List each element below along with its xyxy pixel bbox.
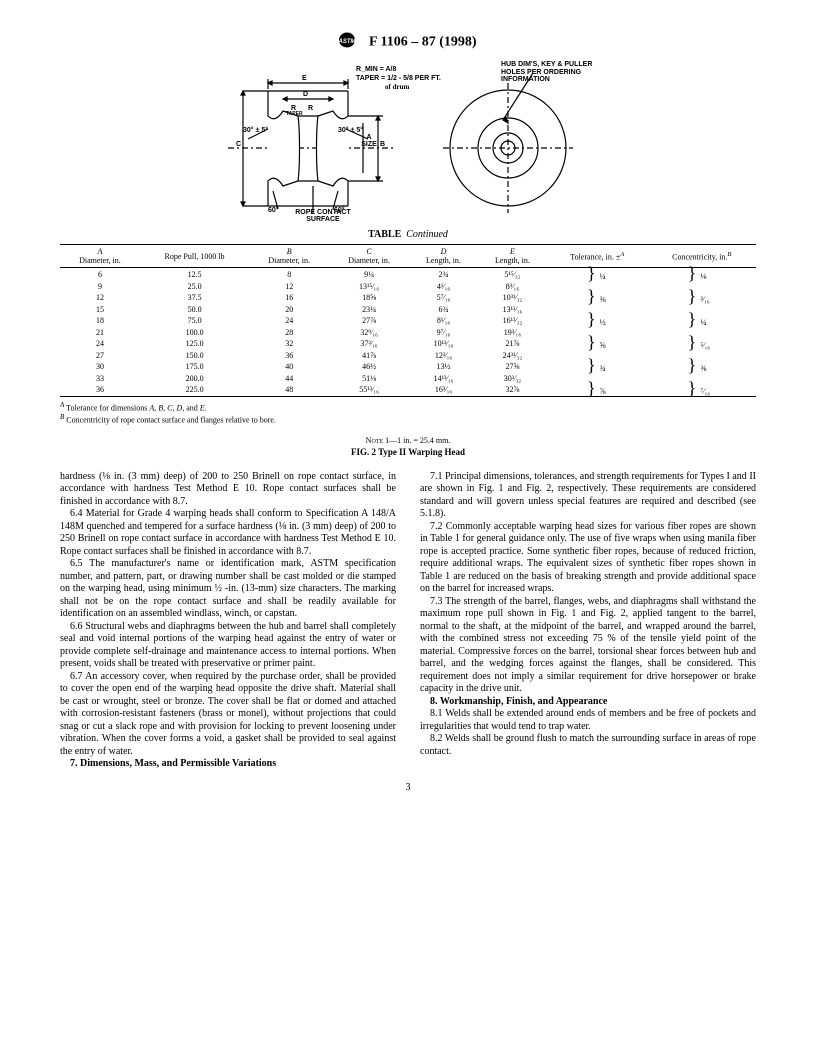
- th-rp: Rope Pull, 1000 lb: [140, 245, 249, 268]
- page-header: ASTM F 1106 – 87 (1998): [60, 32, 756, 53]
- body-text: hardness (⅛ in. (3 mm) deep) of 200 to 2…: [60, 471, 756, 771]
- diagram-label-R2: R: [308, 105, 313, 112]
- para-7-1: 7.1 Principal dimensions, tolerances, an…: [420, 471, 756, 521]
- th-d: DLength, in.: [409, 245, 478, 268]
- table-row: 24125.03237³⁄₁₆10¹³⁄₁₆21⅞} ⅝} ⁵⁄₁₆: [60, 337, 756, 350]
- dimension-table: ADiameter, in. Rope Pull, 1000 lb BDiame…: [60, 244, 756, 397]
- para-7-3: 7.3 The strength of the barrel, flanges,…: [420, 596, 756, 696]
- section-7-head: 7. Dimensions, Mass, and Permissible Var…: [60, 758, 396, 771]
- th-e: ELength, in.: [478, 245, 547, 268]
- table-row: 1550.02023¼6¾13¹¹⁄₁₆: [60, 304, 756, 314]
- table-row: 21100.02832⁹⁄₁₆9⁷⁄₁₆19³⁄₁₆: [60, 327, 756, 337]
- th-a: ADiameter, in.: [60, 245, 140, 268]
- diagram-rmin-label: R_MIN = A/8: [356, 66, 396, 73]
- para-6-4: 6.4 Material for Grade 4 warping heads s…: [60, 508, 396, 558]
- diagram-rope-contact: ROPE CONTACT SURFACE: [288, 209, 358, 223]
- table-row: 33200.04451⅛14¹³⁄₁₆30³⁄₃₂: [60, 373, 756, 383]
- page-number: 3: [0, 782, 816, 793]
- diagram-a-size: A SIZE: [358, 134, 380, 148]
- table-row: 1237.51618⅝5⁷⁄₁₆10³¹⁄₃₂} ⅜} ³⁄₁₆: [60, 291, 756, 304]
- table-title: TABLE Continued: [60, 229, 756, 240]
- astm-logo-icon: ASTM: [339, 32, 361, 53]
- table-row: 36225.04855¹³⁄₁₆16³⁄₁₆32⅞} ⅞} ⁷⁄₁₆: [60, 383, 756, 397]
- table-row: 612.589¼2¾5¹⁵⁄₃₂} ¼} ⅛: [60, 268, 756, 282]
- para-6-7: 6.7 An accessory cover, when required by…: [60, 671, 396, 759]
- para-8-1: 8.1 Welds shall be extended around ends …: [420, 708, 756, 733]
- diagram-taper-label: TAPER = 1/2 - 5/8 PER FT.: [356, 75, 441, 82]
- th-con: Concentricity, in.B: [648, 245, 756, 268]
- para-7-2: 7.2 Commonly acceptable warping head siz…: [420, 521, 756, 596]
- footnote-b: B Concentricity of rope contact surface …: [60, 413, 756, 425]
- diagram-label-B: B: [380, 141, 385, 148]
- table-row: 30175.04046½13½27⅝} ¾} ⅜: [60, 360, 756, 373]
- diagram-of-drum: of drum: [385, 83, 409, 91]
- diagram-angle2: 30° ± 5°: [338, 127, 363, 134]
- diagram-label-E: E: [302, 75, 307, 82]
- table-row: 1875.02427⅞8¹⁄₁₆16¹³⁄₃₂} ½} ¼: [60, 314, 756, 327]
- diagram-label-taper-small: TAPER: [286, 111, 303, 117]
- section-8-head: 8. Workmanship, Finish, and Appearance: [420, 696, 756, 709]
- footnote-a: A Tolerance for dimensions A, B, C, D, a…: [60, 401, 756, 413]
- figure-caption: Note 1—1 in. = 25.4 mm. FIG. 2 Type II W…: [60, 436, 756, 457]
- diagram-label-C: C: [236, 141, 241, 148]
- para-8-2: 8.2 Welds shall be ground flush to match…: [420, 733, 756, 758]
- diagram-60a: 60°: [268, 207, 279, 214]
- diagram-hub-label: HUB DIM'S, KEY & PULLER HOLES PER ORDERI…: [501, 61, 596, 84]
- diagram-angle1: 30° ± 5°: [243, 127, 268, 134]
- designation: F 1106 – 87 (1998): [369, 35, 477, 50]
- th-b: BDiameter, in.: [249, 245, 329, 268]
- para-6-5: 6.5 The manufacturer's name or identific…: [60, 558, 396, 621]
- diagram-label-D: D: [303, 91, 308, 98]
- th-c: CDiameter, in.: [329, 245, 409, 268]
- table-row: 27150.03641⅞12³⁄₁₆24³¹⁄₃₂: [60, 350, 756, 360]
- table-row: 925.01213¹⁵⁄₁₆4¹⁄₁₆8³⁄₁₆: [60, 281, 756, 291]
- th-tol: Tolerance, in. ±A: [547, 245, 648, 268]
- para-6-6: 6.6 Structural webs and diaphragms betwe…: [60, 621, 396, 671]
- technical-diagram: E D C B R R TAPER R_MIN = A/8 TAPER = 1/…: [60, 61, 756, 221]
- svg-text:ASTM: ASTM: [339, 39, 357, 45]
- para-6-3-cont: hardness (⅛ in. (3 mm) deep) of 200 to 2…: [60, 471, 396, 509]
